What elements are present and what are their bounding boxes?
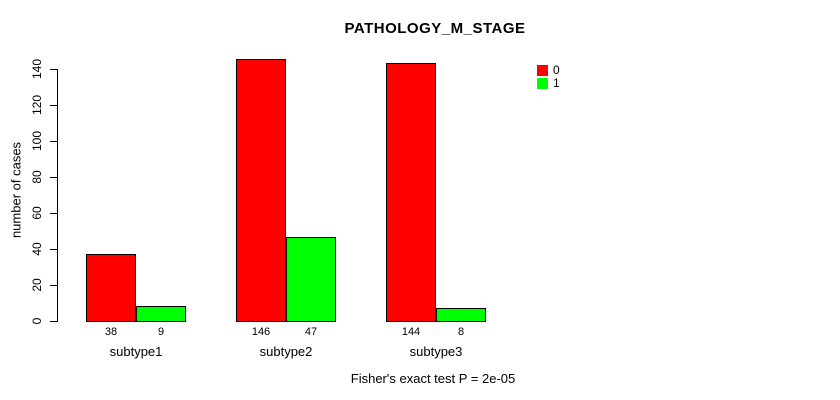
bar-subtype3-series-0 — [386, 63, 436, 322]
y-axis-tick — [50, 249, 58, 250]
y-axis-tick — [50, 141, 58, 142]
bar-subtype1-series-0 — [86, 254, 136, 322]
y-axis-tick — [50, 105, 58, 106]
chart-title: PATHOLOGY_M_STAGE — [344, 20, 526, 37]
y-axis-tick — [50, 213, 58, 214]
bar-value-label: 8 — [457, 326, 465, 338]
bar-value-label: 144 — [401, 326, 421, 338]
y-axis-tick — [50, 285, 58, 286]
y-axis-tick-label: 60 — [30, 206, 44, 220]
x-axis-category-label: subtype2 — [259, 344, 313, 359]
legend-swatch-red-icon — [537, 64, 548, 76]
legend-label-0: 0 — [553, 63, 560, 77]
y-axis-line — [57, 69, 58, 322]
y-axis-tick — [50, 177, 58, 178]
y-axis-label: number of cases — [8, 141, 24, 239]
bar-subtype1-series-1 — [136, 306, 186, 322]
x-axis-category-label: subtype3 — [409, 344, 463, 359]
bar-subtype2-series-0 — [236, 59, 286, 322]
y-axis-tick-label: 20 — [30, 278, 44, 292]
y-axis-tick-label: 0 — [30, 317, 44, 325]
legend-item-1: 1 — [537, 77, 560, 89]
bar-subtype2-series-1 — [286, 237, 336, 322]
x-axis-category-label: subtype1 — [109, 344, 163, 359]
y-axis-tick-label: 40 — [30, 242, 44, 256]
y-axis-tick — [50, 321, 58, 322]
legend-item-0: 0 — [537, 64, 560, 76]
bar-value-label: 47 — [304, 326, 318, 338]
y-axis-tick-label: 140 — [30, 58, 44, 80]
bar-subtype3-series-1 — [436, 308, 486, 322]
legend: 0 1 — [537, 64, 560, 90]
fisher-test-annotation: Fisher's exact test P = 2e-05 — [350, 371, 516, 386]
bar-value-label: 38 — [104, 326, 118, 338]
y-axis-tick-label: 120 — [30, 94, 44, 116]
y-axis-tick-label: 100 — [30, 130, 44, 152]
y-axis-tick-label: 80 — [30, 170, 44, 184]
bar-value-label: 146 — [251, 326, 271, 338]
bar-value-label: 9 — [157, 326, 165, 338]
legend-swatch-green-icon — [537, 77, 548, 89]
y-axis-tick — [50, 69, 58, 70]
legend-label-1: 1 — [553, 76, 560, 90]
